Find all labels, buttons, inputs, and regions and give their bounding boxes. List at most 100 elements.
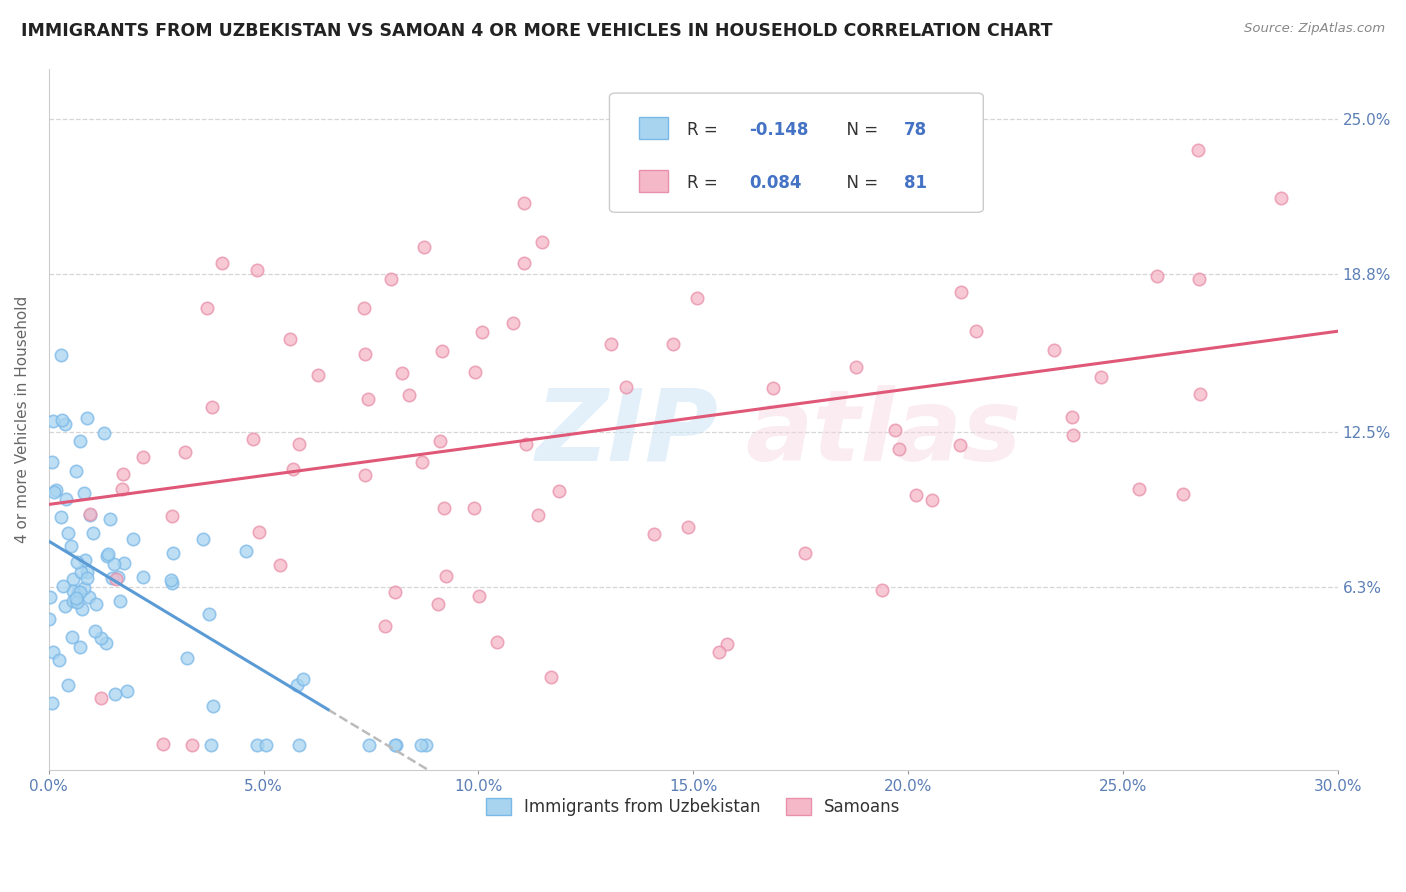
- Point: [76, 411, 98, 425]
- Point: [65, 464, 87, 478]
- Point: [45, 483, 67, 498]
- Point: [685, 291, 707, 305]
- Point: [62, 572, 84, 586]
- Point: [112, 556, 135, 570]
- Point: [527, 508, 550, 522]
- Point: [429, 434, 451, 449]
- Point: [132, 450, 155, 464]
- Point: [90, 631, 112, 645]
- Point: [540, 670, 562, 684]
- Point: [60, 540, 83, 554]
- Point: [53, 417, 76, 431]
- Point: [55, 599, 77, 613]
- Point: [55, 492, 77, 507]
- Point: [193, 532, 215, 546]
- Text: atlas: atlas: [745, 384, 1021, 482]
- Point: [1270, 191, 1292, 205]
- Point: [547, 483, 569, 498]
- Point: [110, 594, 132, 608]
- FancyBboxPatch shape: [609, 93, 983, 212]
- Point: [269, 558, 291, 573]
- Point: [41, 455, 63, 469]
- Point: [374, 619, 396, 633]
- Point: [49, 509, 72, 524]
- Point: [353, 347, 375, 361]
- Point: [69, 640, 91, 655]
- Point: [889, 442, 911, 456]
- Text: N =: N =: [835, 121, 883, 139]
- Point: [870, 583, 893, 598]
- Point: [614, 380, 637, 394]
- Point: [411, 738, 433, 752]
- Point: [353, 468, 375, 483]
- Point: [198, 607, 221, 621]
- Point: [160, 574, 183, 588]
- Point: [56, 678, 79, 692]
- Point: [152, 737, 174, 751]
- Point: [430, 343, 453, 358]
- Point: [160, 508, 183, 523]
- Point: [513, 196, 536, 211]
- Point: [103, 557, 125, 571]
- Point: [513, 256, 536, 270]
- Point: [254, 738, 277, 752]
- Point: [79, 507, 101, 521]
- Point: [278, 332, 301, 346]
- Point: [93, 425, 115, 440]
- Point: [76, 566, 98, 580]
- Point: [200, 738, 222, 752]
- Point: [1062, 409, 1084, 424]
- Point: [104, 572, 127, 586]
- Legend: Immigrants from Uzbekistan, Samoans: Immigrants from Uzbekistan, Samoans: [478, 790, 908, 825]
- Point: [845, 360, 868, 375]
- Point: [599, 337, 621, 351]
- Point: [288, 738, 311, 752]
- Text: Source: ZipAtlas.com: Source: ZipAtlas.com: [1244, 22, 1385, 36]
- Point: [1128, 482, 1150, 496]
- Point: [94, 636, 117, 650]
- Point: [181, 738, 204, 752]
- Point: [97, 547, 120, 561]
- Point: [70, 565, 93, 579]
- Point: [385, 738, 408, 752]
- Point: [201, 698, 224, 713]
- Point: [464, 365, 486, 379]
- Point: [1188, 271, 1211, 285]
- Point: [515, 437, 537, 451]
- Point: [949, 285, 972, 300]
- Point: [96, 549, 118, 564]
- Point: [1042, 343, 1064, 357]
- Point: [42, 645, 65, 659]
- Point: [921, 492, 943, 507]
- Point: [1135, 24, 1157, 38]
- Point: [1173, 487, 1195, 501]
- Text: R =: R =: [688, 121, 723, 139]
- Point: [761, 380, 783, 394]
- Text: R =: R =: [688, 174, 723, 192]
- Point: [707, 645, 730, 659]
- Point: [115, 684, 138, 698]
- Point: [678, 520, 700, 534]
- Point: [716, 637, 738, 651]
- Point: [357, 738, 380, 752]
- Point: [70, 602, 93, 616]
- Point: [211, 256, 233, 270]
- Point: [287, 437, 309, 451]
- Point: [39, 591, 62, 605]
- Point: [434, 568, 457, 582]
- Point: [41, 414, 63, 428]
- Point: [463, 501, 485, 516]
- Point: [41, 696, 63, 710]
- Point: [62, 594, 84, 608]
- Point: [176, 651, 198, 665]
- Point: [51, 413, 73, 427]
- Point: [235, 544, 257, 558]
- Point: [67, 584, 90, 599]
- Point: [112, 467, 135, 481]
- Point: [246, 263, 269, 277]
- Point: [131, 570, 153, 584]
- Point: [201, 401, 224, 415]
- Point: [60, 630, 83, 644]
- Point: [353, 301, 375, 315]
- Point: [247, 524, 270, 539]
